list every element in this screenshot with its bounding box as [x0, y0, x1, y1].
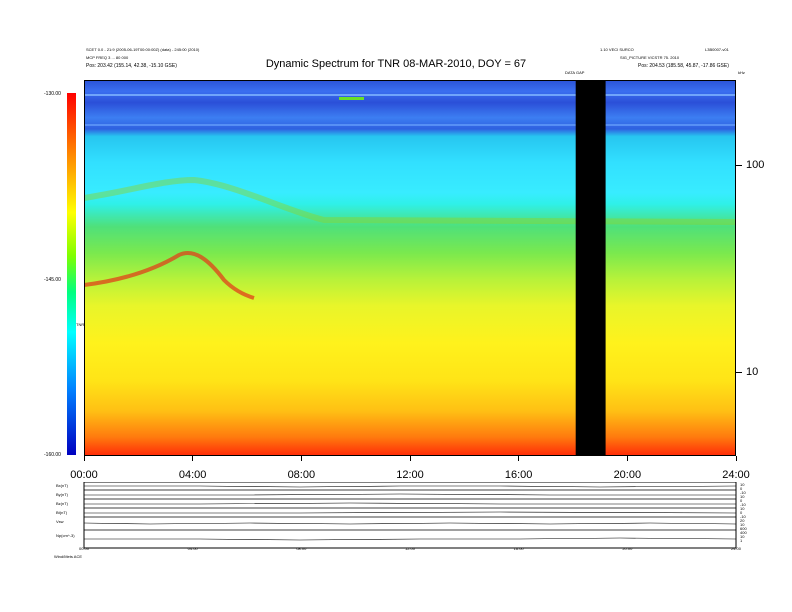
x-tick-mark	[83, 456, 85, 461]
header-left-line1: SCET 0.0 - 21:9 (2005-06-19T00:00:00Z) (…	[86, 47, 200, 52]
x-tick-label: 24:00	[722, 469, 750, 481]
ts-x-tick-label: 04:00	[187, 546, 198, 551]
y-tick-label-10: 10	[746, 366, 759, 378]
x-tick-mark	[518, 456, 520, 461]
x-tick-mark	[409, 456, 411, 461]
x-tick-mark	[735, 456, 737, 461]
ts-x-tick-label: 20:00	[622, 546, 633, 551]
header-right-position: Pos: 204.53 (185.58, 45.87, -17.86 GSE)	[638, 63, 729, 69]
ts-x-tick-label: 12:00	[404, 546, 415, 551]
data-gap-label: DATA GAP	[565, 70, 585, 75]
header-right-corner: L3B0007-v01	[705, 47, 729, 52]
ts-trace-np	[84, 537, 737, 541]
colorbar	[67, 93, 76, 455]
ts-right-tick-label: 0	[740, 498, 743, 503]
ts-trace-bt	[84, 511, 737, 514]
ts-right-tick-label: -10	[740, 502, 746, 507]
green-shoulder	[84, 176, 736, 225]
ts-trace-bz	[84, 502, 736, 505]
data-gap	[575, 80, 606, 456]
spectrogram-background	[84, 80, 736, 456]
ts-label-by: By(nT)	[56, 492, 68, 497]
green-trace	[339, 97, 364, 100]
x-tick-mark	[300, 456, 302, 461]
ts-right-tick-label: 1	[740, 538, 743, 543]
ts-x-tick-label: 16:00	[513, 546, 524, 551]
spectrogram-plot	[84, 80, 736, 456]
colorbar-tick-mid: -145.00	[44, 277, 61, 283]
ts-label-bt: Bt(nT)	[56, 510, 68, 515]
colorbar-tick-top: -130.00	[44, 91, 61, 97]
ts-right-tick-label: 0	[740, 486, 743, 491]
ts-right-tick-label: 10	[740, 494, 745, 499]
ts-label-vsw: Vsw	[56, 519, 64, 524]
x-tick-label: 00:00	[70, 469, 98, 481]
header-left-position: Pos: 203.42 (155.14, 42.38, -15.10 GSE)	[86, 63, 177, 69]
emission-arc	[84, 251, 255, 300]
header-left-line2: MCP FREQ 3 ... 80 000	[86, 55, 129, 60]
colorbar-label: TNR	[76, 322, 85, 327]
ts-right-tick-label: 400	[740, 530, 747, 535]
ts-label-np: Np(cm^-3)	[56, 533, 75, 538]
y-major-tick-100	[736, 165, 742, 166]
ts-trace-by	[84, 493, 736, 496]
ts-x-tick-label: 08:00	[296, 546, 307, 551]
plot-frame	[84, 80, 736, 456]
x-tick-label: 08:00	[287, 469, 316, 481]
x-tick-label: 04:00	[178, 469, 207, 481]
ts-label-bx: Bx(nT)	[56, 483, 68, 488]
header-right-line1: 1.10 VECI SURCO	[600, 47, 634, 52]
ts-right-tick-label: 10	[740, 522, 745, 527]
header-right-line2: SIG_PICTURE VICSTR 75. 2010	[620, 55, 680, 60]
x-tick-label: 16:00	[504, 469, 533, 481]
ts-right-tick-label: 10	[740, 506, 745, 511]
ts-right-tick-label: -10	[740, 514, 746, 519]
colorbar-tick-bottom: -160.00	[44, 452, 61, 458]
timeseries-area: Bx(nT) By(nT) Bz(nT) Bt(nT) Vsw Np(cm^-3…	[0, 482, 792, 552]
ts-right-tick-label: 10	[740, 482, 745, 487]
ts-right-tick-label: 600	[740, 526, 747, 531]
y-unit-label: kHz	[738, 70, 745, 75]
y-tick-label-100: 100	[746, 159, 765, 171]
ts-right-tick-label: 0	[740, 510, 743, 515]
ts-frame	[83, 482, 737, 549]
chart-title: Dynamic Spectrum for TNR 08-MAR-2010, DO…	[265, 58, 527, 70]
x-tick-label: 12:00	[396, 469, 424, 481]
top-streak	[84, 94, 736, 96]
x-tick-label: 20:00	[613, 469, 642, 481]
timeseries-svg	[83, 482, 737, 549]
spectrogram-overlay	[84, 80, 736, 456]
x-tick-mark	[626, 456, 628, 461]
ts-right-tick-label: 20	[740, 518, 745, 523]
y-major-tick-10	[736, 372, 742, 373]
ts-right-tick-label: 10	[740, 534, 745, 539]
x-tick-mark	[192, 456, 194, 461]
blue-streak	[84, 124, 736, 126]
ts-x-tick-label: 00:00	[78, 546, 89, 551]
ts-trace-vsw	[83, 522, 737, 525]
ts-right-tick-label: -10	[740, 490, 746, 495]
ts-x-tick-label: 24:00	[730, 546, 741, 551]
ts-footer-left: Wind/Mets ACE	[54, 554, 83, 559]
ts-trace-bx	[84, 485, 737, 488]
ts-label-bz: Bz(nT)	[56, 501, 68, 506]
